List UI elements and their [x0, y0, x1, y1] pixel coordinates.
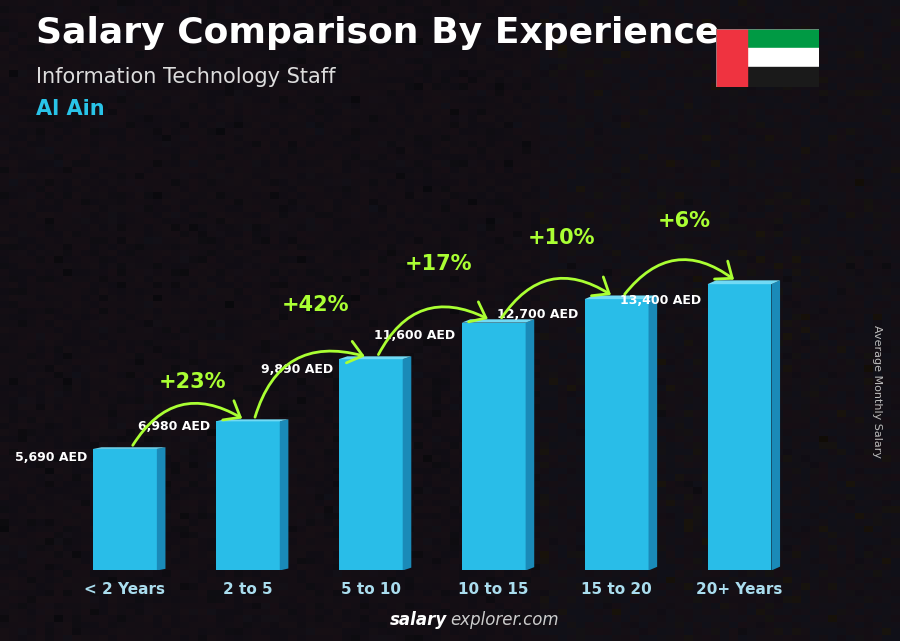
Polygon shape [157, 447, 166, 570]
Polygon shape [338, 356, 411, 359]
Polygon shape [93, 447, 166, 449]
Bar [707, 284, 771, 570]
Text: 11,600 AED: 11,600 AED [374, 329, 455, 342]
Bar [716, 29, 746, 87]
Bar [585, 299, 649, 570]
Polygon shape [649, 296, 657, 570]
FancyArrowPatch shape [625, 260, 733, 294]
Text: 12,700 AED: 12,700 AED [497, 308, 579, 321]
Text: 13,400 AED: 13,400 AED [620, 294, 701, 307]
Polygon shape [402, 356, 411, 570]
Text: 6,980 AED: 6,980 AED [138, 420, 210, 433]
Text: Al Ain: Al Ain [36, 99, 104, 119]
FancyArrowPatch shape [378, 302, 486, 354]
Bar [338, 359, 402, 570]
Text: Salary Comparison By Experience: Salary Comparison By Experience [36, 16, 719, 50]
Polygon shape [771, 280, 780, 570]
Bar [216, 421, 280, 570]
Text: 9,890 AED: 9,890 AED [260, 363, 333, 376]
Text: salary: salary [390, 612, 447, 629]
Text: explorer.com: explorer.com [450, 612, 559, 629]
Polygon shape [280, 419, 288, 570]
FancyArrowPatch shape [255, 342, 363, 417]
Polygon shape [585, 296, 657, 299]
Polygon shape [707, 280, 780, 284]
FancyArrowPatch shape [501, 277, 609, 318]
Bar [93, 449, 157, 570]
Polygon shape [216, 419, 288, 421]
Bar [716, 67, 819, 87]
Text: +6%: +6% [658, 211, 711, 231]
Text: +23%: +23% [158, 372, 226, 392]
Text: Information Technology Staff: Information Technology Staff [36, 67, 336, 87]
Bar [716, 29, 819, 48]
Polygon shape [462, 319, 535, 322]
Bar [716, 48, 819, 67]
Text: +42%: +42% [282, 295, 349, 315]
Text: Average Monthly Salary: Average Monthly Salary [872, 324, 883, 458]
Bar [462, 322, 526, 570]
Polygon shape [526, 319, 535, 570]
Text: +10%: +10% [527, 228, 595, 248]
Text: 5,690 AED: 5,690 AED [14, 451, 86, 463]
Text: +17%: +17% [405, 254, 472, 274]
FancyArrowPatch shape [133, 401, 240, 445]
